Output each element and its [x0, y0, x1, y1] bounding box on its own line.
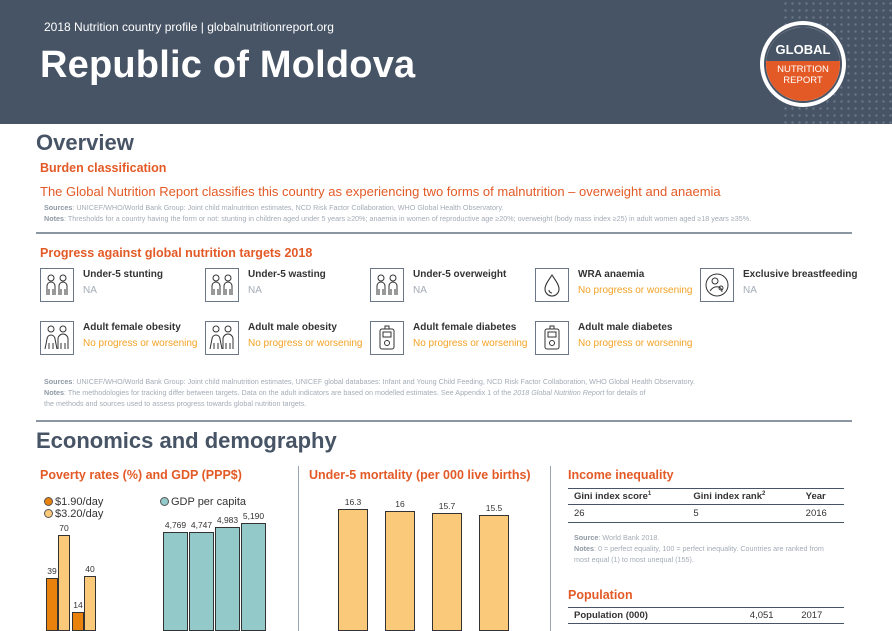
poverty-bar-190	[46, 577, 58, 631]
gdp-bar	[189, 532, 214, 631]
header-subtitle: 2018 Nutrition country profile | globaln…	[44, 20, 334, 34]
mortality-bar-label: 15.7	[438, 501, 456, 512]
mortality-bar	[338, 509, 368, 631]
target-status: No progress or worsening	[413, 338, 528, 349]
target-status: NA	[83, 285, 97, 296]
poverty-bar-190-label: 39	[47, 565, 57, 576]
poverty-bar-320-label: 70	[59, 523, 69, 533]
legend-item: $3.20/day	[44, 508, 103, 520]
glucose-meter-icon	[535, 321, 569, 355]
poverty-bar-320-label: 40	[85, 564, 95, 575]
population-table: Population (000) 4,051 2017	[568, 607, 844, 624]
gdp-bar-label: 4,747	[190, 520, 213, 531]
progress-heading: Progress against global nutrition target…	[40, 246, 313, 260]
target-name: Adult male diabetes	[578, 322, 673, 333]
mortality-bar-label: 16.3	[344, 497, 362, 507]
gdp-bar-label: 4,769	[164, 519, 187, 530]
mortality-bar	[385, 511, 415, 631]
legend-item: $1.90/day	[44, 496, 103, 508]
mortality-bar	[432, 513, 462, 631]
population-heading: Population	[568, 588, 633, 602]
target-status: NA	[743, 285, 757, 296]
target-name: Under-5 stunting	[83, 269, 163, 280]
economics-title: Economics and demography	[36, 428, 337, 453]
children-icon	[370, 268, 404, 302]
gdp-bar-label: 4,983	[216, 515, 239, 526]
target-status: No progress or worsening	[578, 285, 693, 296]
poverty-bar-320	[58, 535, 70, 631]
table-row: 26 5 2016	[568, 504, 844, 524]
burden-heading: Burden classification	[40, 161, 167, 175]
target-name: Under-5 overweight	[413, 269, 507, 280]
gdp-bar	[215, 527, 240, 631]
poverty-bar-190	[72, 611, 84, 631]
gdp-legend: GDP per capita	[160, 496, 246, 508]
blood-drop-icon	[535, 268, 569, 302]
gdp-bar	[241, 523, 266, 631]
header-banner: 2018 Nutrition country profile | globaln…	[0, 0, 892, 124]
overview-title: Overview	[36, 130, 134, 155]
income-heading: Income inequality	[568, 468, 674, 482]
burden-text: The Global Nutrition Report classifies t…	[40, 184, 721, 199]
country-title: Republic of Moldova	[40, 44, 416, 86]
poverty-bar-320	[84, 576, 96, 631]
mortality-bar	[479, 514, 509, 631]
table-header: Gini index rank2	[687, 487, 800, 506]
table-row: Population (000) 4,051 2017	[568, 607, 844, 624]
table-header: Year	[799, 487, 844, 506]
target-name: Adult female obesity	[83, 322, 181, 333]
target-name: WRA anaemia	[578, 269, 645, 280]
overview-sources: Sources: UNICEF/WHO/World Bank Group: Jo…	[44, 203, 752, 223]
column-divider	[550, 466, 551, 631]
section-divider	[36, 420, 852, 422]
target-status: NA	[413, 285, 427, 296]
mortality-bar-label: 15.5	[485, 502, 503, 513]
column-divider	[298, 466, 299, 631]
poverty-heading: Poverty rates (%) and GDP (PPP$)	[40, 468, 242, 482]
income-table: Gini index score1 Gini index rank2 Year …	[568, 487, 844, 524]
mortality-heading: Under-5 mortality (per 000 live births)	[309, 468, 531, 482]
target-status: NA	[248, 285, 262, 296]
progress-sources: Sources: UNICEF/WHO/World Bank Group: Jo…	[44, 377, 695, 408]
table-header: Gini index score1	[568, 487, 688, 506]
section-divider	[36, 232, 852, 234]
target-name: Under-5 wasting	[248, 269, 326, 280]
target-name: Exclusive breastfeeding	[743, 269, 858, 280]
gdp-bar	[163, 531, 188, 631]
glucose-meter-icon	[370, 321, 404, 355]
poverty-legend: $1.90/day $3.20/day	[44, 496, 103, 520]
target-name: Adult female diabetes	[413, 322, 517, 333]
breastfeeding-icon	[700, 268, 734, 302]
gnr-logo: GLOBAL NUTRITION REPORT	[760, 21, 846, 107]
target-status: No progress or worsening	[248, 338, 363, 349]
income-notes: Source: World Bank 2018. Notes: 0 = perf…	[574, 533, 824, 564]
target-name: Adult male obesity	[248, 322, 337, 333]
children-icon	[40, 268, 74, 302]
adults-icon	[205, 321, 239, 355]
target-status: No progress or worsening	[578, 338, 693, 349]
gdp-bar-label: 5,190	[242, 511, 265, 521]
adults-icon	[40, 321, 74, 355]
mortality-bar-label: 16	[395, 499, 405, 510]
poverty-bar-190-label: 14	[73, 599, 83, 610]
children-icon	[205, 268, 239, 302]
target-status: No progress or worsening	[83, 338, 198, 349]
